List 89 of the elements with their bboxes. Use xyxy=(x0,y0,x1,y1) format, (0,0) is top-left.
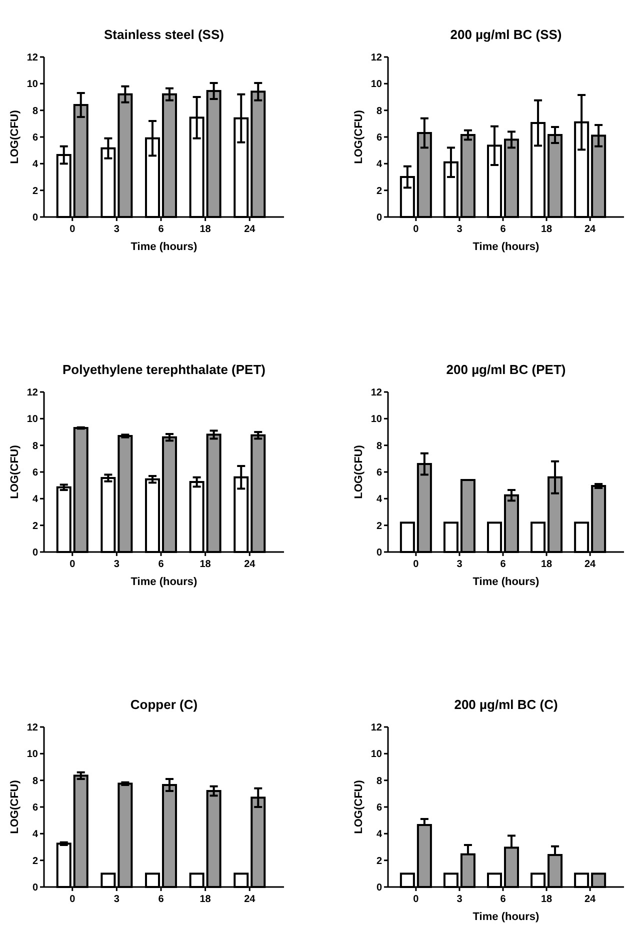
y-tick-label: 12 xyxy=(26,52,38,64)
y-tick-label: 8 xyxy=(32,440,38,452)
y-axis-title: LOG(CFU) xyxy=(9,780,21,834)
x-axis-title: Time (hours) xyxy=(472,911,540,923)
x-tick-label: 3 xyxy=(456,559,463,570)
chart-title: 200 µg/ml BC (PET) xyxy=(446,362,566,377)
y-tick-label: 4 xyxy=(32,829,38,840)
y-axis-title: LOG(CFU) xyxy=(9,110,21,164)
y-tick-label: 8 xyxy=(376,106,382,117)
y-tick-label: 10 xyxy=(26,79,38,90)
y-tick-label: 0 xyxy=(376,212,382,224)
x-tick-label: 0 xyxy=(413,224,420,235)
y-tick-label: 10 xyxy=(26,749,38,760)
y-tick-label: 10 xyxy=(370,79,382,90)
y-tick-label: 2 xyxy=(32,186,38,197)
x-tick-label: 0 xyxy=(70,894,76,905)
y-tick-label: 4 xyxy=(376,494,382,506)
y-tick-label: 8 xyxy=(32,106,38,117)
x-axis-title: Time (hours) xyxy=(130,241,198,253)
x-tick-label: 24 xyxy=(584,559,596,570)
x-tick-label: 3 xyxy=(456,894,463,905)
x-tick-label: 18 xyxy=(540,224,553,235)
y-axis-title: LOG(CFU) xyxy=(353,780,365,834)
x-tick-label: 6 xyxy=(500,224,506,235)
x-tick-label: 3 xyxy=(114,894,120,905)
y-tick-label: 8 xyxy=(376,776,382,787)
x-tick-label: 3 xyxy=(114,559,120,570)
y-tick-label: 12 xyxy=(26,722,38,734)
x-tick-label: 3 xyxy=(456,224,463,235)
y-tick-label: 8 xyxy=(32,776,38,787)
chart-title: 200 µg/ml BC (SS) xyxy=(450,27,562,42)
y-tick-label: 0 xyxy=(376,548,382,558)
x-tick-label: 0 xyxy=(413,559,420,570)
y-tick-label: 4 xyxy=(32,494,38,506)
y-tick-label: 12 xyxy=(370,722,382,734)
y-tick-label: 6 xyxy=(32,132,38,144)
y-tick-label: 10 xyxy=(370,749,382,760)
y-tick-label: 10 xyxy=(26,414,38,426)
y-tick-label: 12 xyxy=(370,52,382,64)
y-tick-label: 8 xyxy=(376,440,382,452)
x-tick-label: 6 xyxy=(500,559,506,570)
x-tick-label: 0 xyxy=(413,894,420,905)
x-tick-label: 18 xyxy=(200,894,212,905)
x-tick-label: 6 xyxy=(158,559,164,570)
x-tick-label: 18 xyxy=(200,224,212,235)
x-axis-title: Time (hours) xyxy=(130,576,198,588)
y-axis-title: LOG(CFU) xyxy=(353,444,365,499)
y-tick-label: 2 xyxy=(376,520,382,532)
y-tick-label: 4 xyxy=(376,159,382,170)
x-tick-label: 0 xyxy=(70,559,76,570)
y-tick-label: 6 xyxy=(376,802,382,814)
x-tick-label: 3 xyxy=(114,224,120,235)
y-tick-label: 0 xyxy=(32,548,38,558)
x-tick-label: 18 xyxy=(540,559,553,570)
y-tick-label: 0 xyxy=(32,882,38,894)
x-tick-label: 18 xyxy=(540,894,553,905)
y-tick-label: 4 xyxy=(376,829,382,840)
chart-title: Stainless steel (SS) xyxy=(104,27,224,42)
y-tick-label: 6 xyxy=(376,468,382,478)
y-tick-label: 4 xyxy=(32,159,38,170)
x-tick-label: 24 xyxy=(244,894,256,905)
y-axis-title: LOG(CFU) xyxy=(353,110,365,164)
y-tick-label: 12 xyxy=(26,388,38,398)
y-axis-title: LOG(CFU) xyxy=(9,444,21,499)
y-tick-label: 10 xyxy=(370,414,382,426)
x-tick-label: 6 xyxy=(158,224,164,235)
y-tick-label: 0 xyxy=(376,882,382,894)
x-tick-label: 6 xyxy=(158,894,164,905)
y-tick-label: 6 xyxy=(32,468,38,478)
x-tick-label: 24 xyxy=(584,224,596,235)
x-axis-title: Time (hours) xyxy=(472,241,540,253)
y-tick-label: 0 xyxy=(32,212,38,224)
y-tick-label: 2 xyxy=(32,856,38,867)
x-tick-label: 6 xyxy=(500,894,506,905)
y-tick-label: 6 xyxy=(32,802,38,814)
chart-title: Polyethylene terephthalate (PET) xyxy=(62,362,266,377)
y-tick-label: 2 xyxy=(376,856,382,867)
x-tick-label: 18 xyxy=(200,559,212,570)
x-tick-label: 24 xyxy=(584,894,596,905)
x-axis-title: Time (hours) xyxy=(472,576,540,588)
y-tick-label: 12 xyxy=(370,388,382,398)
chart-title: 200 µg/ml BC (C) xyxy=(454,697,558,712)
y-tick-label: 2 xyxy=(32,520,38,532)
y-tick-label: 6 xyxy=(376,132,382,144)
x-tick-label: 0 xyxy=(70,224,76,235)
chart-title: Copper (C) xyxy=(130,697,198,712)
x-tick-label: 24 xyxy=(244,224,256,235)
x-tick-label: 24 xyxy=(244,559,256,570)
y-tick-label: 2 xyxy=(376,186,382,197)
